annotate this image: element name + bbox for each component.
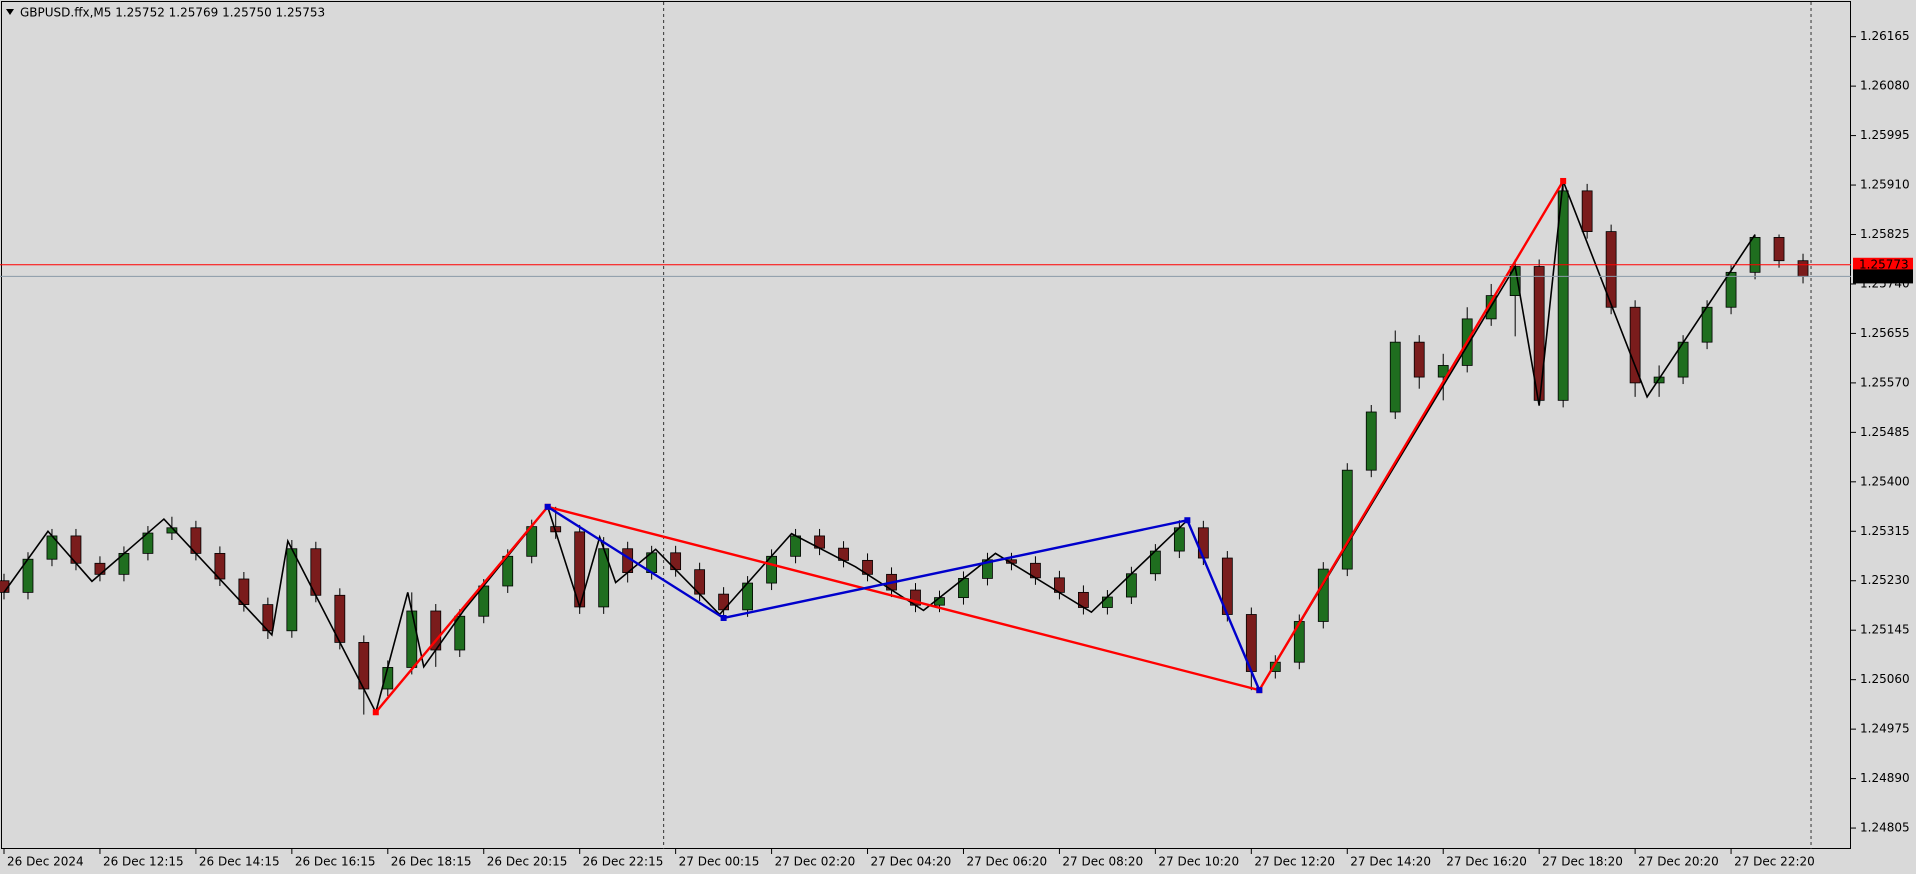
x-tick-label: 27 Dec 22:20 <box>1734 855 1815 869</box>
candle-body <box>1365 411 1377 471</box>
x-tick-label: 27 Dec 12:20 <box>1254 855 1335 869</box>
zigzag-line <box>374 180 1565 714</box>
y-tick-label: 1.25570 <box>1860 375 1910 389</box>
candle-body <box>406 610 418 668</box>
y-tick-label: 1.25485 <box>1860 425 1910 439</box>
price-label: 1.25753 <box>1859 269 1909 283</box>
y-tick-label: 1.25400 <box>1860 474 1910 488</box>
candle-body <box>286 548 298 632</box>
plot-frame <box>1 1 1851 849</box>
chart-title: GBPUSD.ffx,M5 1.25752 1.25769 1.25750 1.… <box>20 6 325 20</box>
candle-body <box>1797 260 1809 277</box>
candle-body <box>1197 527 1209 559</box>
y-tick-label: 1.26165 <box>1860 29 1910 43</box>
pivot-marker <box>720 614 727 621</box>
pivot-marker <box>1560 177 1567 184</box>
x-tick-label: 27 Dec 04:20 <box>871 855 952 869</box>
candle-body <box>94 562 106 575</box>
candle-body <box>1725 271 1737 308</box>
candle-body <box>1773 237 1785 262</box>
x-tick-label: 26 Dec 14:15 <box>199 855 280 869</box>
x-tick-label: 27 Dec 06:20 <box>966 855 1047 869</box>
x-tick-label: 26 Dec 22:15 <box>583 855 664 869</box>
x-tick-label: 26 Dec 20:15 <box>487 855 568 869</box>
pivot-marker <box>1184 517 1191 524</box>
x-tick-label: 27 Dec 02:20 <box>775 855 856 869</box>
price-label-bg <box>1853 257 1913 272</box>
y-tick-label: 1.24890 <box>1860 771 1910 785</box>
candle-body <box>1102 596 1113 608</box>
candle-body <box>1629 306 1641 384</box>
y-tick-label: 1.25230 <box>1860 573 1910 587</box>
zigzag-line <box>547 505 1261 691</box>
candle-body <box>790 535 801 557</box>
pivot-marker <box>1256 687 1263 694</box>
x-tick-label: 27 Dec 18:20 <box>1542 855 1623 869</box>
y-tick-label: 1.25145 <box>1860 623 1910 637</box>
y-tick-label: 1.24975 <box>1860 722 1910 736</box>
x-tick-label: 26 Dec 18:15 <box>391 855 472 869</box>
candle-body <box>718 593 730 611</box>
y-tick-label: 1.25060 <box>1860 672 1910 686</box>
x-tick-label: 26 Dec 16:15 <box>295 855 376 869</box>
y-tick-label: 1.24805 <box>1860 821 1910 835</box>
x-tick-label: 27 Dec 10:20 <box>1158 855 1239 869</box>
y-tick-label: 1.26080 <box>1860 79 1910 93</box>
candle-body <box>1341 469 1353 570</box>
menu-arrow[interactable] <box>6 9 14 15</box>
y-tick-label: 1.25315 <box>1860 524 1910 538</box>
candle-body <box>1389 341 1401 413</box>
pivot-marker <box>372 709 379 716</box>
zigzag-line <box>3 180 1756 715</box>
price-label-bg <box>1853 269 1913 284</box>
x-tick-label: 26 Dec 12:15 <box>103 855 184 869</box>
price-label: 1.25773 <box>1859 257 1909 271</box>
x-tick-label: 26 Dec 2024 <box>7 855 84 869</box>
candle-body <box>1749 237 1761 273</box>
x-tick-label: 27 Dec 20:20 <box>1638 855 1719 869</box>
y-tick-label: 1.25655 <box>1860 326 1910 340</box>
y-tick-label: 1.25825 <box>1860 227 1910 241</box>
x-tick-label: 27 Dec 16:20 <box>1446 855 1527 869</box>
x-tick-label: 27 Dec 14:20 <box>1350 855 1431 869</box>
x-tick-label: 27 Dec 08:20 <box>1062 855 1143 869</box>
candle-body <box>1581 190 1593 232</box>
candle-body <box>1605 231 1617 308</box>
pivot-marker <box>544 503 551 510</box>
candle-body <box>1413 341 1425 378</box>
candle-body <box>1557 190 1569 401</box>
candle-body <box>1317 568 1329 622</box>
y-tick-label: 1.25910 <box>1860 178 1910 192</box>
y-tick-label: 1.25995 <box>1860 128 1910 142</box>
x-tick-label: 27 Dec 00:15 <box>679 855 760 869</box>
